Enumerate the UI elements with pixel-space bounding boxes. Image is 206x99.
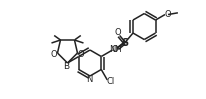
Text: O: O <box>50 50 57 59</box>
Text: Cl: Cl <box>106 77 114 86</box>
Text: O: O <box>77 50 84 59</box>
Text: S: S <box>121 38 128 48</box>
Text: NH: NH <box>109 44 121 53</box>
Text: O: O <box>163 10 170 19</box>
Text: O: O <box>111 45 117 54</box>
Text: B: B <box>63 62 69 71</box>
Text: O: O <box>114 28 121 37</box>
Text: N: N <box>85 76 92 85</box>
